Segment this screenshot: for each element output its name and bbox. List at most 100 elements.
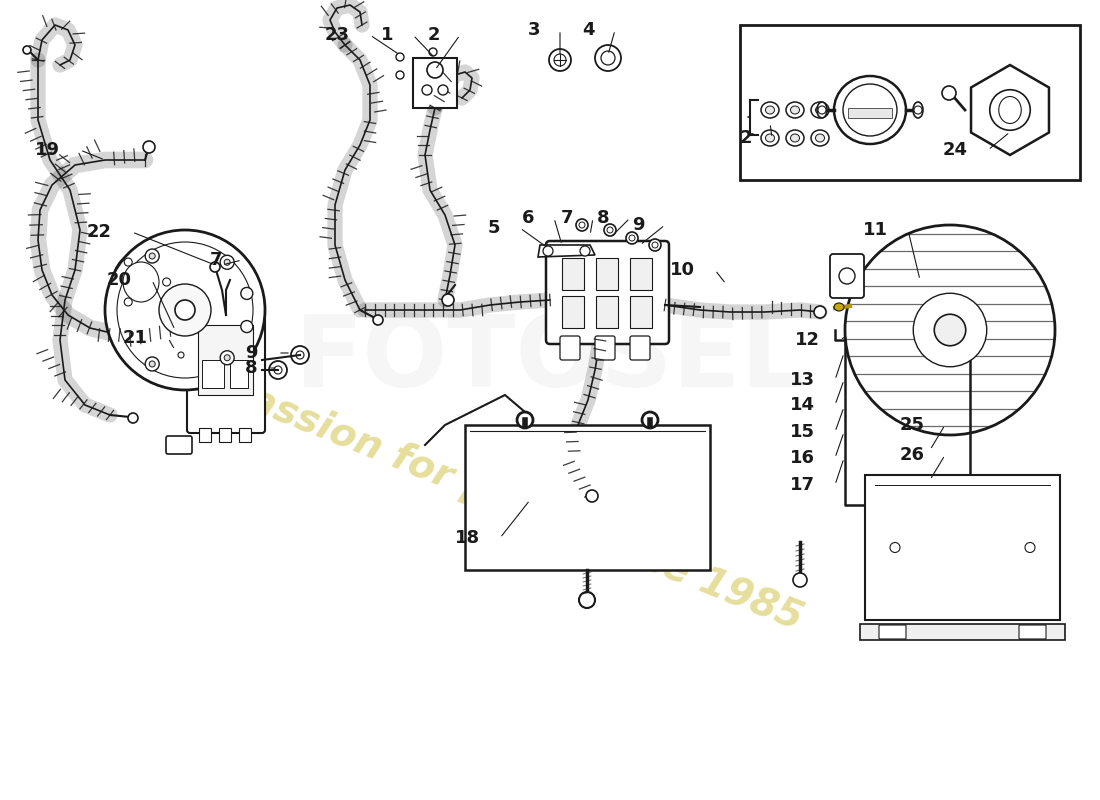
Bar [198,325,253,395]
Ellipse shape [554,54,566,66]
Text: 2: 2 [428,26,440,44]
Text: 16: 16 [790,449,815,467]
Circle shape [210,262,220,272]
FancyBboxPatch shape [1019,625,1046,639]
Text: 11: 11 [864,221,888,239]
Ellipse shape [811,102,829,118]
Circle shape [580,246,590,256]
Bar [412,58,456,108]
Circle shape [517,412,534,428]
Ellipse shape [834,303,844,311]
Text: 22: 22 [87,223,112,241]
Circle shape [145,357,160,371]
Circle shape [124,298,132,306]
Polygon shape [860,624,1065,640]
Circle shape [274,366,282,374]
Circle shape [396,53,404,61]
FancyBboxPatch shape [595,336,615,360]
Circle shape [224,354,230,361]
Circle shape [438,85,448,95]
Ellipse shape [113,252,169,312]
Text: 14: 14 [790,396,815,414]
Circle shape [23,46,31,54]
Text: 10: 10 [670,261,695,279]
Circle shape [292,346,309,364]
Circle shape [128,413,138,423]
Circle shape [652,242,658,248]
FancyBboxPatch shape [830,254,864,298]
Ellipse shape [817,102,827,118]
Bar [630,296,652,328]
Ellipse shape [766,134,774,142]
Circle shape [296,351,304,359]
Circle shape [396,71,404,79]
Bar [865,475,1060,620]
Ellipse shape [123,262,160,302]
Circle shape [629,235,635,241]
Circle shape [586,490,598,502]
Text: 13: 13 [790,371,815,389]
Text: 1: 1 [381,26,393,44]
Circle shape [150,361,155,367]
Bar [596,296,618,328]
Circle shape [143,141,155,153]
Circle shape [220,350,234,365]
FancyBboxPatch shape [546,241,669,344]
Ellipse shape [160,284,211,336]
Circle shape [649,239,661,251]
Ellipse shape [766,106,774,114]
Ellipse shape [791,106,800,114]
Ellipse shape [786,102,804,118]
Ellipse shape [761,102,779,118]
Text: 6: 6 [521,209,534,227]
Bar [630,258,652,290]
Circle shape [422,85,432,95]
Circle shape [990,90,1031,130]
Text: 3: 3 [528,21,540,39]
Circle shape [427,62,443,78]
Circle shape [145,249,160,263]
Ellipse shape [815,134,825,142]
Text: 20: 20 [107,271,132,289]
Circle shape [124,258,132,266]
Bar [596,258,618,290]
Ellipse shape [549,49,571,71]
Text: 19: 19 [35,141,60,159]
Circle shape [890,542,900,553]
Circle shape [429,48,437,56]
Circle shape [442,294,454,306]
Circle shape [818,106,826,114]
Bar [740,25,1080,180]
FancyBboxPatch shape [630,336,650,360]
Polygon shape [971,65,1049,155]
Text: 23: 23 [324,26,350,44]
Bar [219,428,231,442]
Text: a passion for parts since 1985: a passion for parts since 1985 [182,354,808,638]
Ellipse shape [845,225,1055,435]
Ellipse shape [913,102,923,118]
Circle shape [607,227,613,233]
Bar [239,428,251,442]
Text: 15: 15 [790,423,815,441]
Circle shape [576,219,588,231]
Polygon shape [538,245,595,257]
Ellipse shape [815,106,825,114]
Text: 9: 9 [245,344,258,362]
Ellipse shape [811,130,829,146]
Circle shape [241,321,253,333]
Text: 7: 7 [209,251,222,269]
Ellipse shape [601,51,615,65]
Ellipse shape [104,230,265,390]
Text: 7: 7 [561,209,573,227]
Circle shape [942,86,956,100]
Text: 5: 5 [487,219,500,237]
Text: 21: 21 [123,329,148,347]
Text: 2: 2 [739,129,752,147]
Circle shape [163,278,170,286]
Circle shape [241,287,253,299]
Circle shape [839,268,855,284]
Circle shape [150,253,155,259]
Circle shape [579,222,585,228]
Ellipse shape [913,294,987,366]
Circle shape [814,306,826,318]
